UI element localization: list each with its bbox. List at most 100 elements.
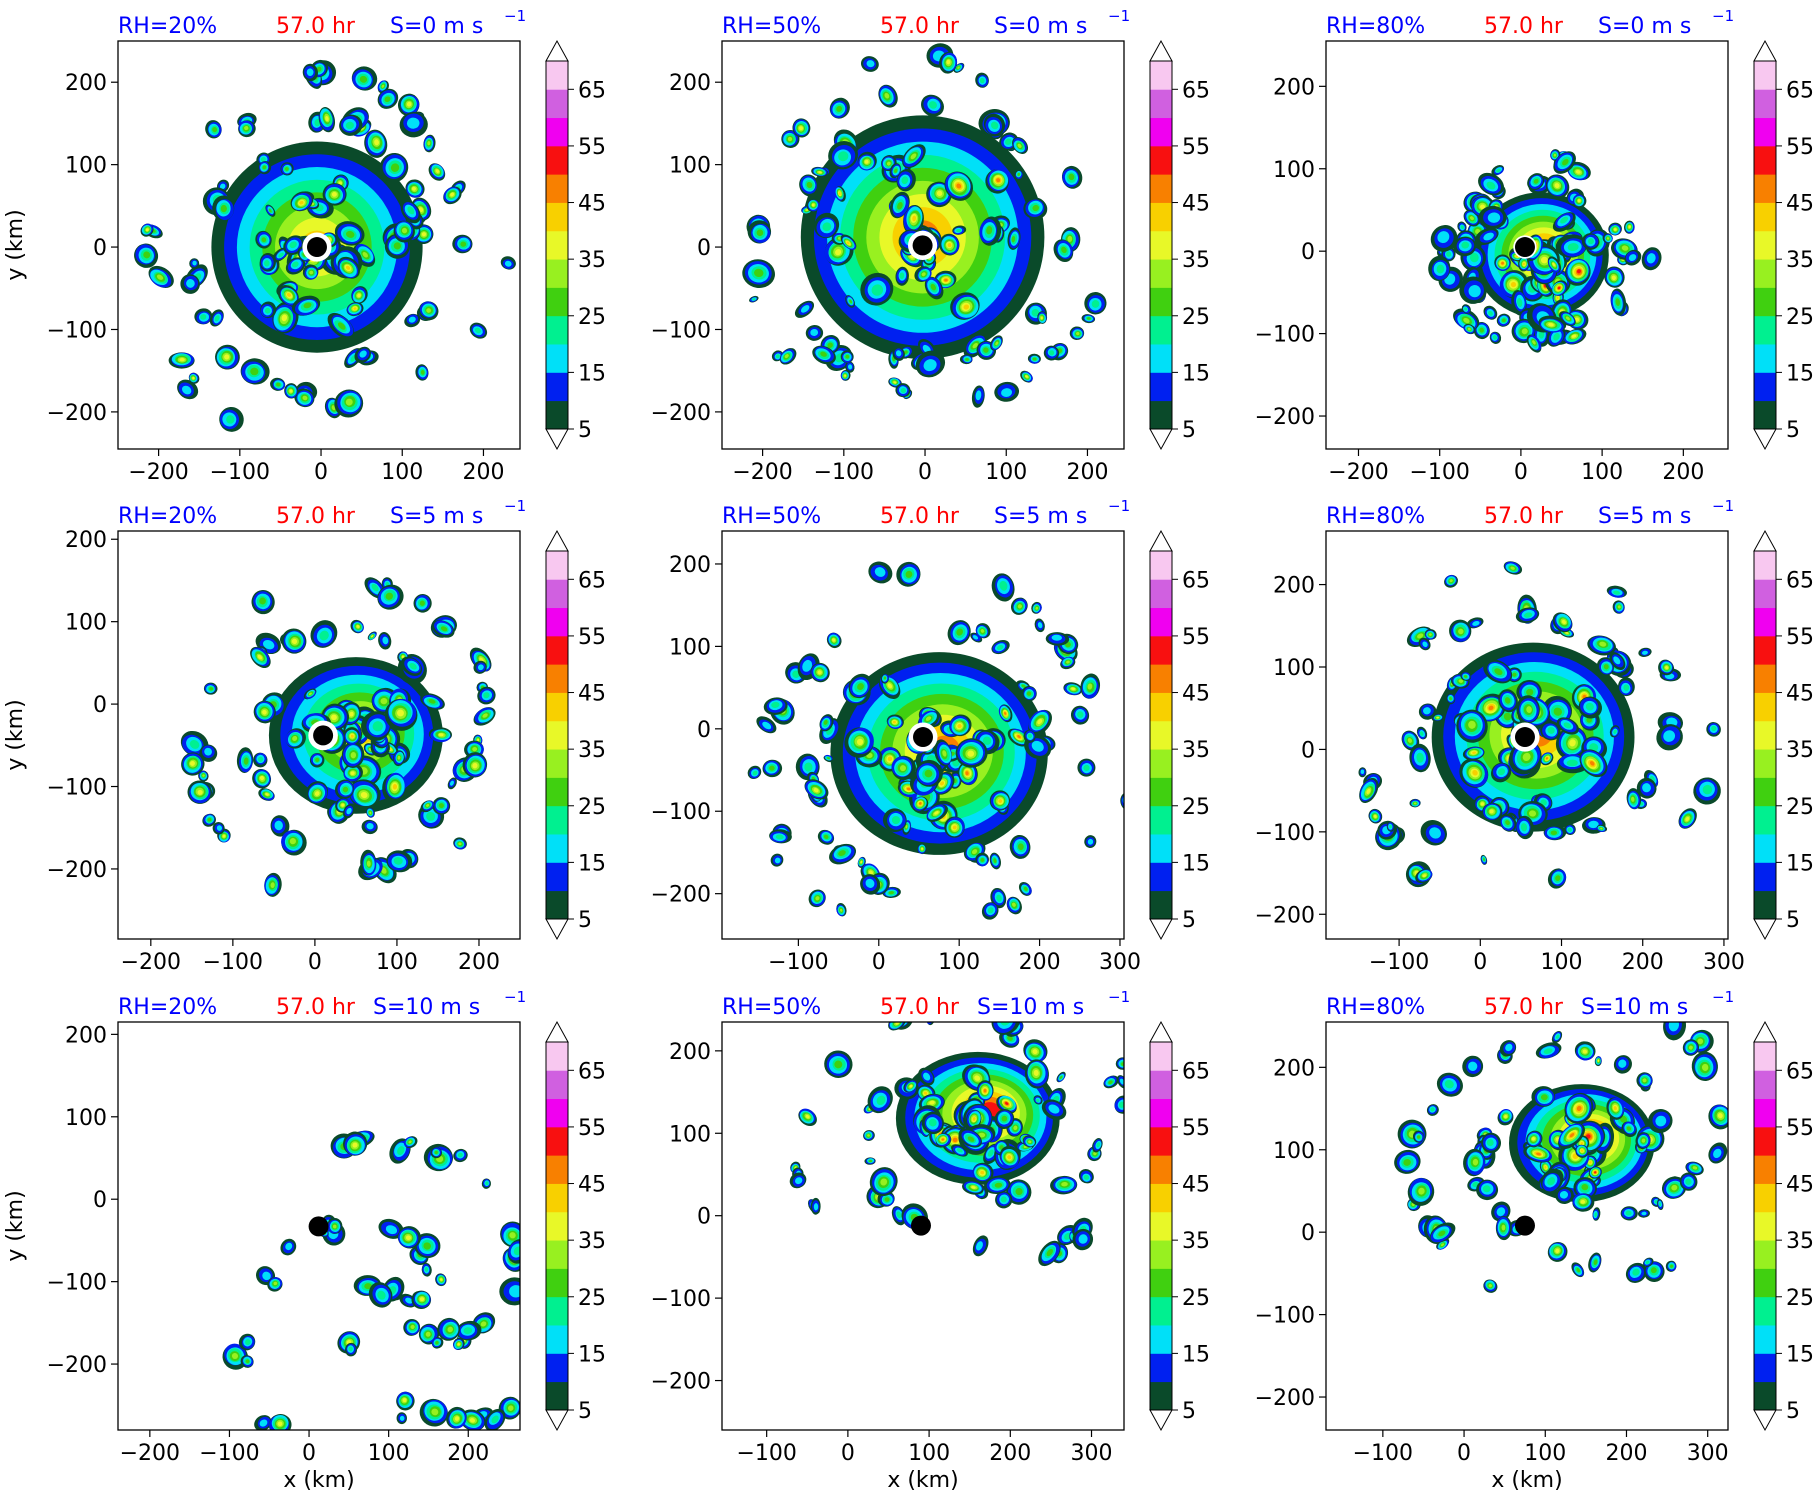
convective-cell [1556, 717, 1579, 735]
colorbar-segment [1150, 315, 1172, 345]
rainband-cell [1023, 729, 1036, 743]
rainband-cell [1018, 882, 1032, 896]
rainband-cell [1473, 321, 1490, 340]
rainband-cell [792, 118, 811, 138]
rainband-cell [836, 902, 847, 917]
rainband-cell [794, 300, 815, 318]
rainband-cell [1069, 326, 1085, 340]
rainband-cell [379, 153, 409, 183]
rainband-cell [212, 195, 235, 222]
rainband-cell [983, 1176, 1011, 1194]
rainband-cell [1043, 345, 1060, 361]
colorbar-segment [1150, 1268, 1172, 1298]
rainband-cell [1436, 1238, 1450, 1250]
rainband-cell [1063, 682, 1083, 696]
rainband-cell [500, 256, 516, 270]
convective-cell [343, 727, 361, 745]
rainband-cell [431, 620, 455, 638]
x-axis-label: x (km) [887, 1468, 958, 1493]
convective-cell [1575, 1144, 1589, 1158]
colorbar-frame [1149, 550, 1173, 920]
y-tick-label: 100 [669, 154, 711, 179]
y-tick-label: 200 [65, 528, 107, 553]
rainband-cell [400, 200, 421, 224]
rainband-cell [864, 1157, 876, 1165]
plot-frame [721, 530, 1125, 940]
rainband-cell [522, 733, 549, 760]
plot-frame [1325, 40, 1729, 450]
colorbar-segment [546, 89, 568, 119]
colorbar: 5 15 25 35 45 55 65 [1149, 39, 1210, 451]
rainband-cell [1552, 612, 1573, 633]
x-tick-label: 200 [1019, 950, 1061, 975]
colorbar-tick-label: 65 [578, 568, 606, 593]
rainband-cell [799, 174, 820, 197]
rainband-cell [1658, 660, 1674, 676]
storm-center-marker [1514, 727, 1535, 748]
rainband-cell [1656, 724, 1683, 751]
rainband-cell [1531, 1086, 1556, 1107]
convective-cell [327, 312, 355, 339]
rainband-cell [1613, 1055, 1632, 1074]
convective-cell [382, 772, 406, 803]
rainband-cell [1449, 619, 1472, 643]
rainband-cell [453, 1337, 465, 1351]
colorbar-segment [1150, 287, 1172, 317]
colorbar-tick-label: 35 [1786, 1229, 1814, 1254]
y-tick-label: −100 [651, 1287, 711, 1312]
y-tick-label: −100 [47, 318, 107, 343]
storm-center-marker [1514, 237, 1535, 258]
rainband-cell [1499, 813, 1517, 832]
rainband-cell [1656, 1198, 1664, 1211]
convective-cell [1573, 1177, 1597, 1199]
convective-cell [1540, 752, 1554, 766]
colorbar-extend-min [545, 428, 569, 451]
colorbar-segment [1754, 1268, 1776, 1298]
shear-label: S=5 m s [994, 504, 1087, 529]
rainband-cell [1594, 1056, 1602, 1067]
convective-cell [935, 1133, 952, 1148]
shear-label: S=5 m s [390, 504, 483, 529]
colorbar-segment [546, 1268, 568, 1298]
colorbar-segment [546, 607, 568, 637]
colorbar-extend-max [1753, 39, 1777, 62]
rainband-cell [351, 66, 378, 91]
colorbar-segment [1150, 1126, 1172, 1156]
convective-cell [957, 761, 978, 786]
storm-center-marker [306, 237, 327, 258]
convective-cell [348, 779, 381, 809]
rainband-cell [1545, 174, 1570, 199]
convective-cell [965, 1109, 982, 1130]
colorbar-segment [1150, 1098, 1172, 1128]
rainband-cell [148, 265, 174, 288]
y-tick-label: 0 [1301, 240, 1315, 265]
rainband-cell [810, 662, 830, 683]
rainband-cell [428, 163, 446, 181]
colorbar-segment [1754, 805, 1776, 835]
convective-cell [834, 186, 846, 202]
shear-label: S=10 m s [1581, 995, 1688, 1020]
x-tick-label: 0 [1457, 1441, 1471, 1466]
rainband-cell [177, 379, 199, 400]
rainband-cell [1418, 637, 1431, 651]
colorbar-extend-min [545, 918, 569, 941]
x-tick-label: 300 [1687, 1441, 1729, 1466]
rainband-cell [405, 179, 425, 198]
colorbar-segment [1754, 692, 1776, 722]
rainband-cell [1358, 767, 1367, 778]
rainband-cell [869, 1167, 898, 1197]
colorbar-extend-min [1149, 1409, 1173, 1432]
colorbar-tick-label: 55 [578, 625, 606, 650]
rainband-cell [280, 1238, 297, 1256]
rainband-cell [1665, 1260, 1677, 1272]
rainband-cell [1571, 1262, 1585, 1278]
rainband-cell [203, 682, 218, 695]
rainband-cell [215, 344, 240, 370]
rainband-cell [1563, 823, 1576, 835]
colorbar-tick-label: 5 [1182, 908, 1196, 933]
rainband-cell [747, 220, 772, 244]
x-tick-label: 300 [1071, 1441, 1113, 1466]
colorbar-tick-label: 65 [1182, 78, 1210, 103]
convective-cell [889, 163, 901, 179]
panel-0-0: −200 −100 0 100 200 −200 −100 0 100 200 y (km) RH=2… [3, 7, 606, 485]
